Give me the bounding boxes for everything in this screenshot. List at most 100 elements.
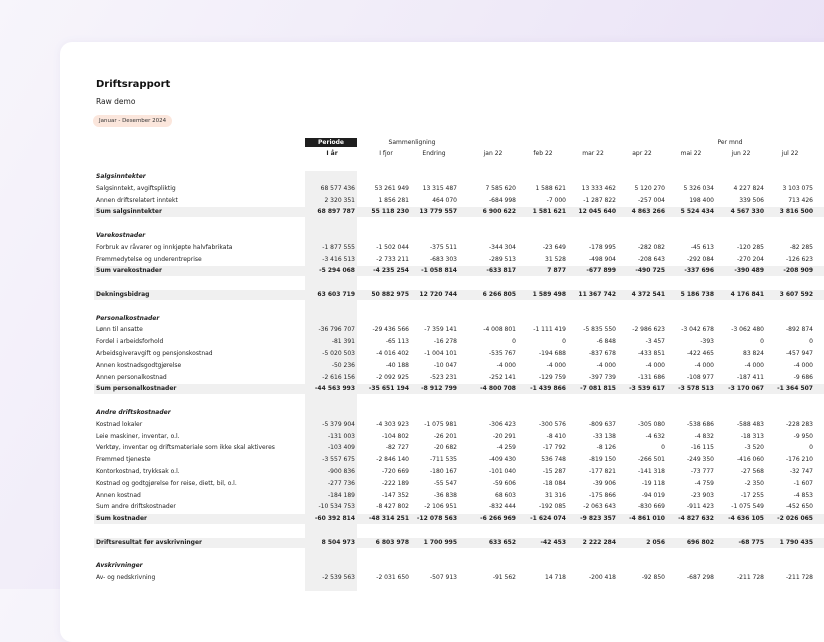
row-value: -8 427 802 (376, 503, 409, 511)
row-value: 1 589 498 (532, 291, 566, 298)
row-value: 7 877 (547, 267, 566, 275)
row-label: Salgsinntekt, avgiftspliktig (96, 184, 176, 192)
row-value: -3 170 067 (728, 385, 764, 393)
row-value: -1 877 555 (322, 243, 355, 251)
row-value: -81 391 (331, 338, 355, 346)
row-value: -720 669 (382, 468, 409, 475)
row-value: -2 616 156 (322, 373, 355, 381)
row-value: -4 832 (694, 432, 714, 440)
row-label: Sum andre driftskostnader (96, 503, 176, 511)
row-value: 0 (661, 444, 665, 452)
row-value: -4 636 105 (728, 515, 764, 523)
row-value: 536 748 (541, 456, 566, 464)
row-value: -147 352 (382, 491, 409, 499)
row-value: 4 372 541 (631, 291, 665, 298)
row-value: -397 739 (589, 373, 616, 381)
total-row-bg (94, 290, 824, 300)
row-value: -1 439 866 (530, 385, 566, 393)
row-value: -4 853 (793, 491, 813, 499)
row-value: 1 790 435 (779, 538, 813, 546)
row-value: -178 995 (589, 243, 616, 251)
row-value: 11 367 742 (578, 291, 616, 298)
row-value: -200 418 (589, 574, 616, 582)
row-value: -4 259 (496, 444, 516, 452)
row-value: -282 082 (638, 243, 665, 251)
row-value: -305 080 (638, 420, 665, 428)
row-value: -50 236 (331, 361, 355, 369)
row-value: -29 436 566 (372, 326, 409, 334)
row-value: -3 557 675 (322, 456, 355, 464)
row-value: -42 453 (540, 538, 566, 546)
row-value: -6 266 969 (480, 515, 516, 523)
row-value: -36 796 707 (318, 326, 355, 334)
row-value: -306 423 (489, 420, 516, 428)
row-value: 4 176 841 (730, 291, 764, 298)
row-value: -129 759 (539, 373, 566, 381)
row-value: 5 524 434 (680, 208, 714, 216)
row-label: Forbruk av råvarer og innkjøpte halvfabr… (96, 243, 233, 251)
column-header: mai 22 (680, 150, 702, 157)
row-value: -4 000 (496, 361, 516, 369)
row-value: -23 649 (542, 243, 566, 251)
row-value: -809 637 (589, 420, 616, 428)
row-value: -20 682 (433, 444, 457, 452)
row-value: -1 624 074 (530, 515, 566, 523)
row-value: -5 020 503 (322, 350, 355, 357)
group-header: Sammenligning (388, 139, 436, 146)
row-value: -4 000 (596, 361, 616, 369)
row-value: -222 189 (382, 479, 409, 487)
row-value: -535 767 (489, 350, 516, 357)
row-value: -126 623 (786, 255, 813, 263)
row-value: -44 563 993 (314, 385, 355, 393)
row-value: -3 062 480 (731, 326, 764, 334)
row-value: 633 652 (488, 538, 516, 546)
group-header: Per mnd (717, 139, 743, 146)
row-value: 0 (760, 338, 764, 346)
row-value: 1 581 621 (532, 208, 566, 216)
row-value: -4 000 (645, 361, 665, 369)
row-value: 13 333 462 (581, 184, 616, 192)
section-title: Avskrivninger (96, 562, 143, 570)
row-value: -300 576 (539, 420, 566, 428)
row-value: -27 568 (740, 468, 764, 475)
row-value: -103 409 (328, 444, 355, 452)
row-value: -711 535 (430, 456, 457, 464)
row-value: -175 866 (589, 491, 616, 499)
periode-badge: Periode (305, 138, 357, 147)
row-label: Lønn til ansatte (96, 326, 143, 334)
row-value: -10 534 753 (318, 503, 355, 511)
row-value: -832 444 (489, 503, 516, 511)
row-value: 12 045 640 (578, 208, 616, 216)
row-value: -4 016 402 (376, 350, 409, 357)
row-value: -390 489 (734, 267, 764, 275)
row-value: -270 204 (737, 255, 764, 263)
row-value: -4 632 (645, 432, 665, 440)
row-value: -4 827 632 (678, 515, 714, 523)
row-value: -4 303 923 (376, 420, 409, 428)
row-value: -228 283 (786, 420, 813, 428)
row-value: 4 863 266 (631, 208, 665, 216)
section-title: Varekostnader (96, 232, 146, 239)
row-value: -2 092 925 (376, 373, 409, 381)
row-value: -683 303 (430, 255, 457, 263)
row-value: 2 222 284 (582, 538, 616, 546)
row-value: -141 318 (638, 468, 665, 475)
row-value: -2 733 211 (376, 255, 409, 263)
row-value: -16 115 (690, 444, 714, 452)
row-value: -9 686 (793, 373, 813, 381)
row-value: 339 506 (739, 196, 764, 204)
row-value: -1 502 044 (376, 243, 409, 251)
row-value: -211 728 (737, 574, 764, 582)
row-value: -1 364 507 (777, 385, 813, 393)
row-value: -33 138 (592, 432, 616, 440)
row-value: -523 231 (430, 373, 457, 381)
column-header: mar 22 (582, 150, 604, 157)
row-value: -208 643 (638, 255, 665, 263)
row-value: -507 913 (430, 574, 457, 582)
row-label: Driftsresultat før avskrivninger (96, 538, 202, 546)
row-value: -9 823 357 (580, 515, 616, 523)
row-value: -375 511 (430, 243, 457, 251)
row-label: Kostnad lokaler (96, 420, 143, 428)
row-value: -180 167 (430, 468, 457, 475)
row-value: -45 613 (690, 243, 714, 251)
